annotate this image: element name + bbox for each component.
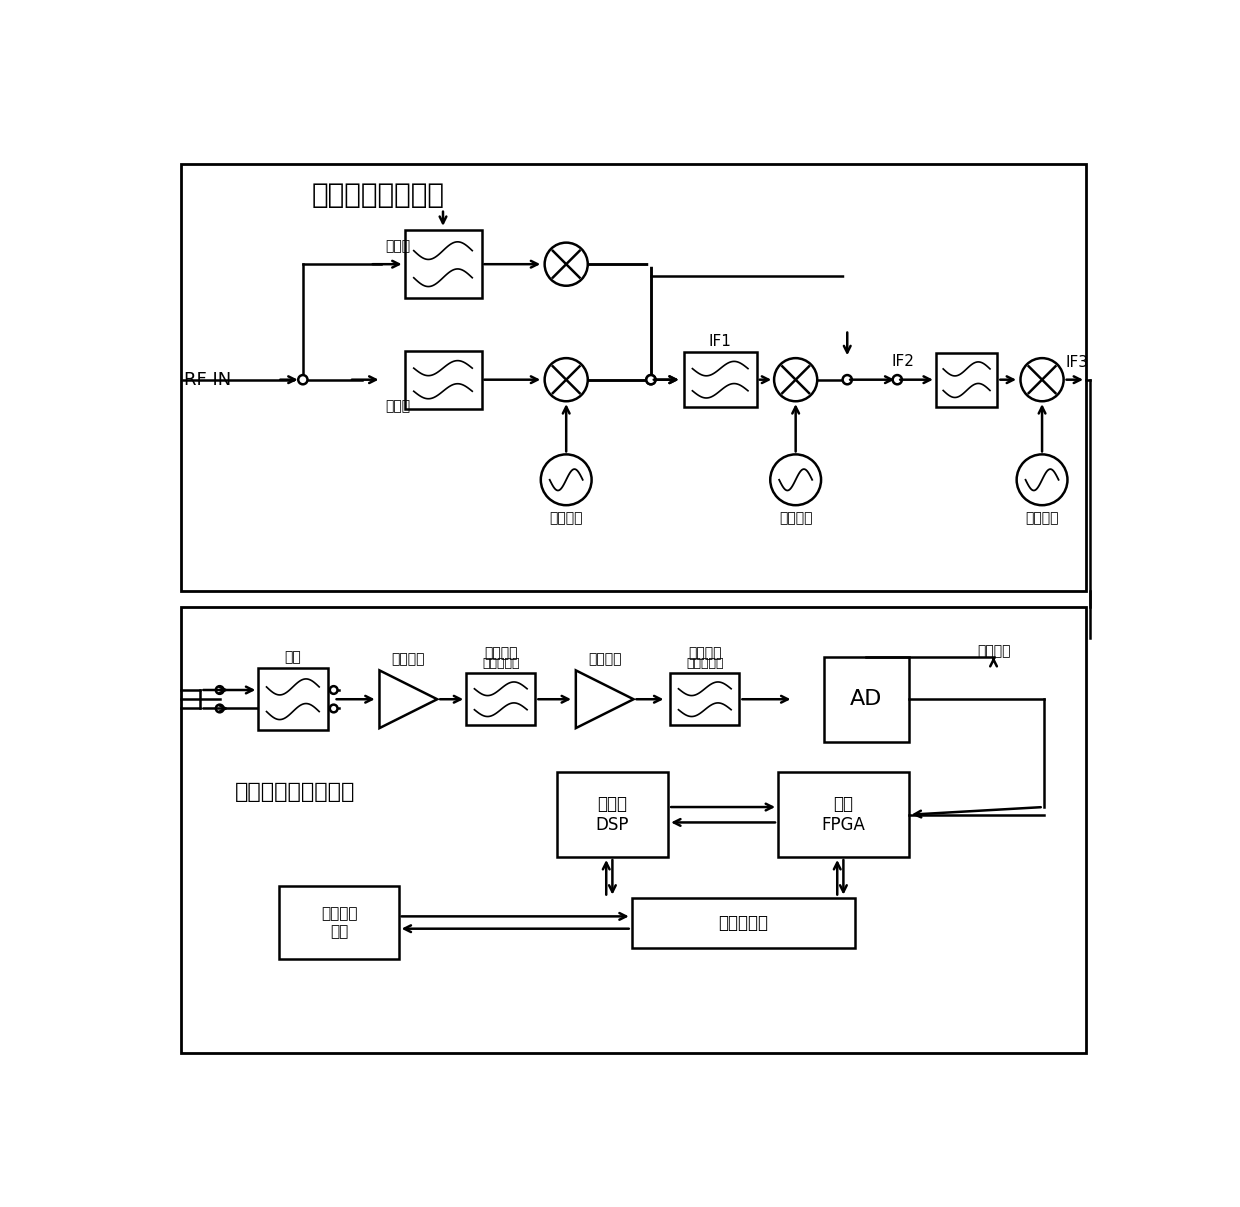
Circle shape	[1017, 454, 1068, 506]
Text: 采样时钟: 采样时钟	[977, 645, 1011, 659]
Polygon shape	[379, 670, 438, 728]
Circle shape	[893, 375, 901, 384]
Circle shape	[330, 686, 337, 694]
Text: 第三本振: 第三本振	[1025, 512, 1059, 525]
Text: 抗混叠滤波: 抗混叠滤波	[482, 658, 520, 670]
Bar	[258, 669, 327, 730]
Text: 第二本振: 第二本振	[779, 512, 812, 525]
Bar	[825, 657, 909, 741]
Polygon shape	[575, 670, 634, 728]
Circle shape	[843, 375, 852, 384]
Bar	[683, 352, 756, 408]
Bar	[777, 772, 909, 857]
Text: 滤波: 滤波	[284, 651, 301, 665]
Bar	[404, 351, 481, 408]
Circle shape	[544, 358, 588, 401]
Circle shape	[646, 375, 656, 384]
Text: 增益控制: 增益控制	[588, 653, 621, 666]
Text: 人机交互
接口: 人机交互 接口	[321, 906, 357, 939]
Circle shape	[330, 705, 337, 712]
Circle shape	[646, 375, 656, 384]
Bar	[466, 674, 536, 725]
Text: 增益控制: 增益控制	[688, 646, 722, 660]
Text: 高速总线器: 高速总线器	[718, 914, 769, 932]
Text: AD: AD	[851, 689, 883, 710]
Bar	[670, 674, 739, 725]
Circle shape	[544, 243, 588, 286]
Text: 射频通道及下变频: 射频通道及下变频	[312, 181, 445, 209]
Text: IF1: IF1	[709, 333, 732, 349]
Circle shape	[774, 358, 817, 401]
Circle shape	[541, 454, 591, 506]
Text: 第一本振: 第一本振	[549, 512, 583, 525]
Text: 增益控制: 增益控制	[484, 646, 517, 660]
Text: 高速
FPGA: 高速 FPGA	[821, 795, 866, 834]
Bar	[557, 772, 668, 857]
Bar	[181, 164, 1086, 591]
Text: 抗混叠滤波: 抗混叠滤波	[686, 658, 724, 670]
Text: IF3: IF3	[1065, 355, 1089, 371]
Text: RF IN: RF IN	[185, 371, 232, 389]
Text: 低波段: 低波段	[386, 400, 410, 414]
Circle shape	[299, 375, 308, 384]
Circle shape	[216, 705, 223, 712]
Bar	[181, 607, 1086, 1054]
Bar	[279, 886, 399, 960]
Text: 中频处理及控制部分: 中频处理及控制部分	[236, 782, 356, 801]
Circle shape	[770, 454, 821, 506]
Text: IF2: IF2	[892, 355, 915, 369]
Bar	[631, 898, 854, 947]
Text: 高波段: 高波段	[386, 239, 410, 253]
Circle shape	[216, 686, 223, 694]
Text: 高性能
DSP: 高性能 DSP	[595, 795, 629, 834]
Bar	[404, 231, 481, 298]
Circle shape	[1021, 358, 1064, 401]
Text: 增益控制: 增益控制	[392, 653, 425, 666]
Bar	[936, 352, 997, 407]
